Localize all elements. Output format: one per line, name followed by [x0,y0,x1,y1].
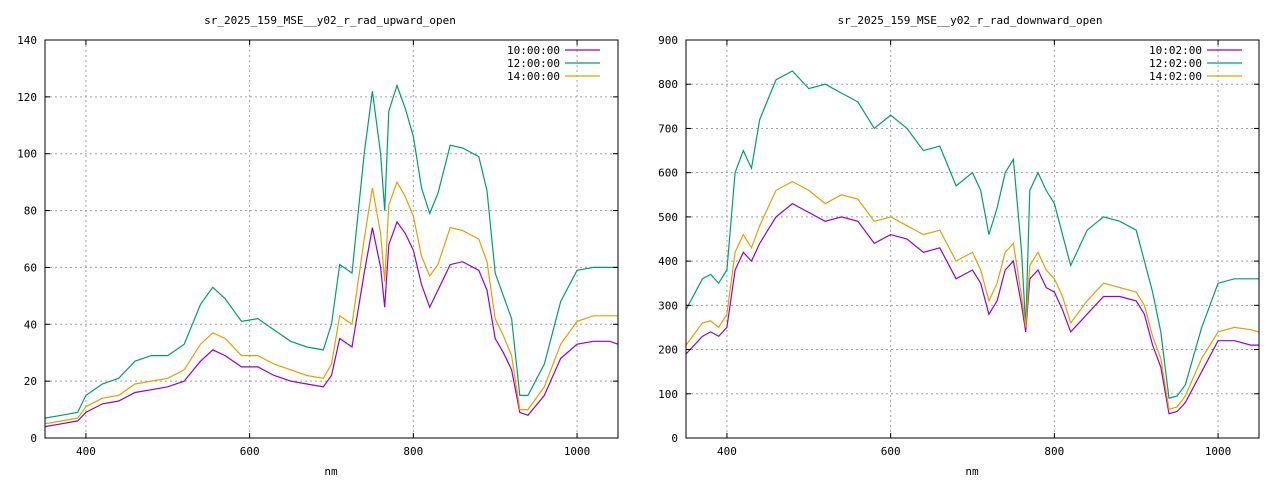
y-tick-label: 700 [658,122,678,135]
legend-label: 10:00:00 [507,44,560,57]
series-group [685,70,1260,415]
series-line-100200 [685,202,1259,415]
series-line-100000 [44,220,619,428]
y-tick-label: 0 [30,432,37,445]
plot-frame [685,39,1260,439]
legend-label: 12:02:00 [1149,57,1202,70]
x-axis-label: nm [965,465,979,478]
x-axis-label: nm [324,465,338,478]
grid [45,40,618,438]
y-tick-label: 400 [658,255,678,268]
y-tick-label: 900 [658,34,678,47]
y-tick-label: 300 [658,299,678,312]
series-line-140200 [685,180,1260,411]
series-line-120200 [685,70,1259,399]
chart-title: sr_2025_159_MSE__y02_r_rad_upward_open [204,14,456,27]
y-tick-label: 800 [658,78,678,91]
legend-label: 12:00:00 [507,57,560,70]
x-tick-label: 800 [403,445,423,458]
y-tick-label: 40 [24,318,37,331]
legend-label: 14:02:00 [1149,70,1202,83]
y-tick-label: 200 [658,344,678,357]
y-tick-label: 80 [24,205,37,218]
legend-label: 14:00:00 [507,70,560,83]
axis-ticks: 400 600 800 1000 0 20 40 60 80 100 120 140 [17,34,618,458]
series-line-140000 [44,180,618,425]
chart-downward-open: sr_2025_159_MSE__y02_r_rad_downward_open… [658,14,1260,478]
x-tick-label: 400 [717,445,737,458]
x-tick-label: 600 [240,445,260,458]
y-tick-label: 20 [24,375,37,388]
grid [686,40,1259,438]
y-tick-label: 500 [658,211,678,224]
legend-label: 10:02:00 [1149,44,1202,57]
y-tick-label: 600 [658,167,678,180]
x-tick-label: 800 [1044,445,1064,458]
chart-title: sr_2025_159_MSE__y02_r_rad_downward_open [838,14,1103,27]
plot-frame [44,39,619,439]
y-tick-label: 60 [24,261,37,274]
x-tick-label: 1000 [1205,445,1232,458]
x-tick-label: 1000 [564,445,591,458]
x-tick-label: 600 [881,445,901,458]
y-tick-label: 100 [17,148,37,161]
series-group [44,83,619,428]
y-tick-label: 140 [17,34,37,47]
y-tick-label: 120 [17,91,37,104]
y-tick-label: 0 [671,432,678,445]
axis-ticks: 400 600 800 1000 0 100 200 300 400 500 600 700 800 90… [658,34,1259,458]
chart-upward-open: sr_2025_159_MSE__y02_r_rad_upward_open 4… [17,14,619,478]
series-line-120000 [44,83,618,419]
x-tick-label: 400 [76,445,96,458]
y-tick-label: 100 [658,388,678,401]
